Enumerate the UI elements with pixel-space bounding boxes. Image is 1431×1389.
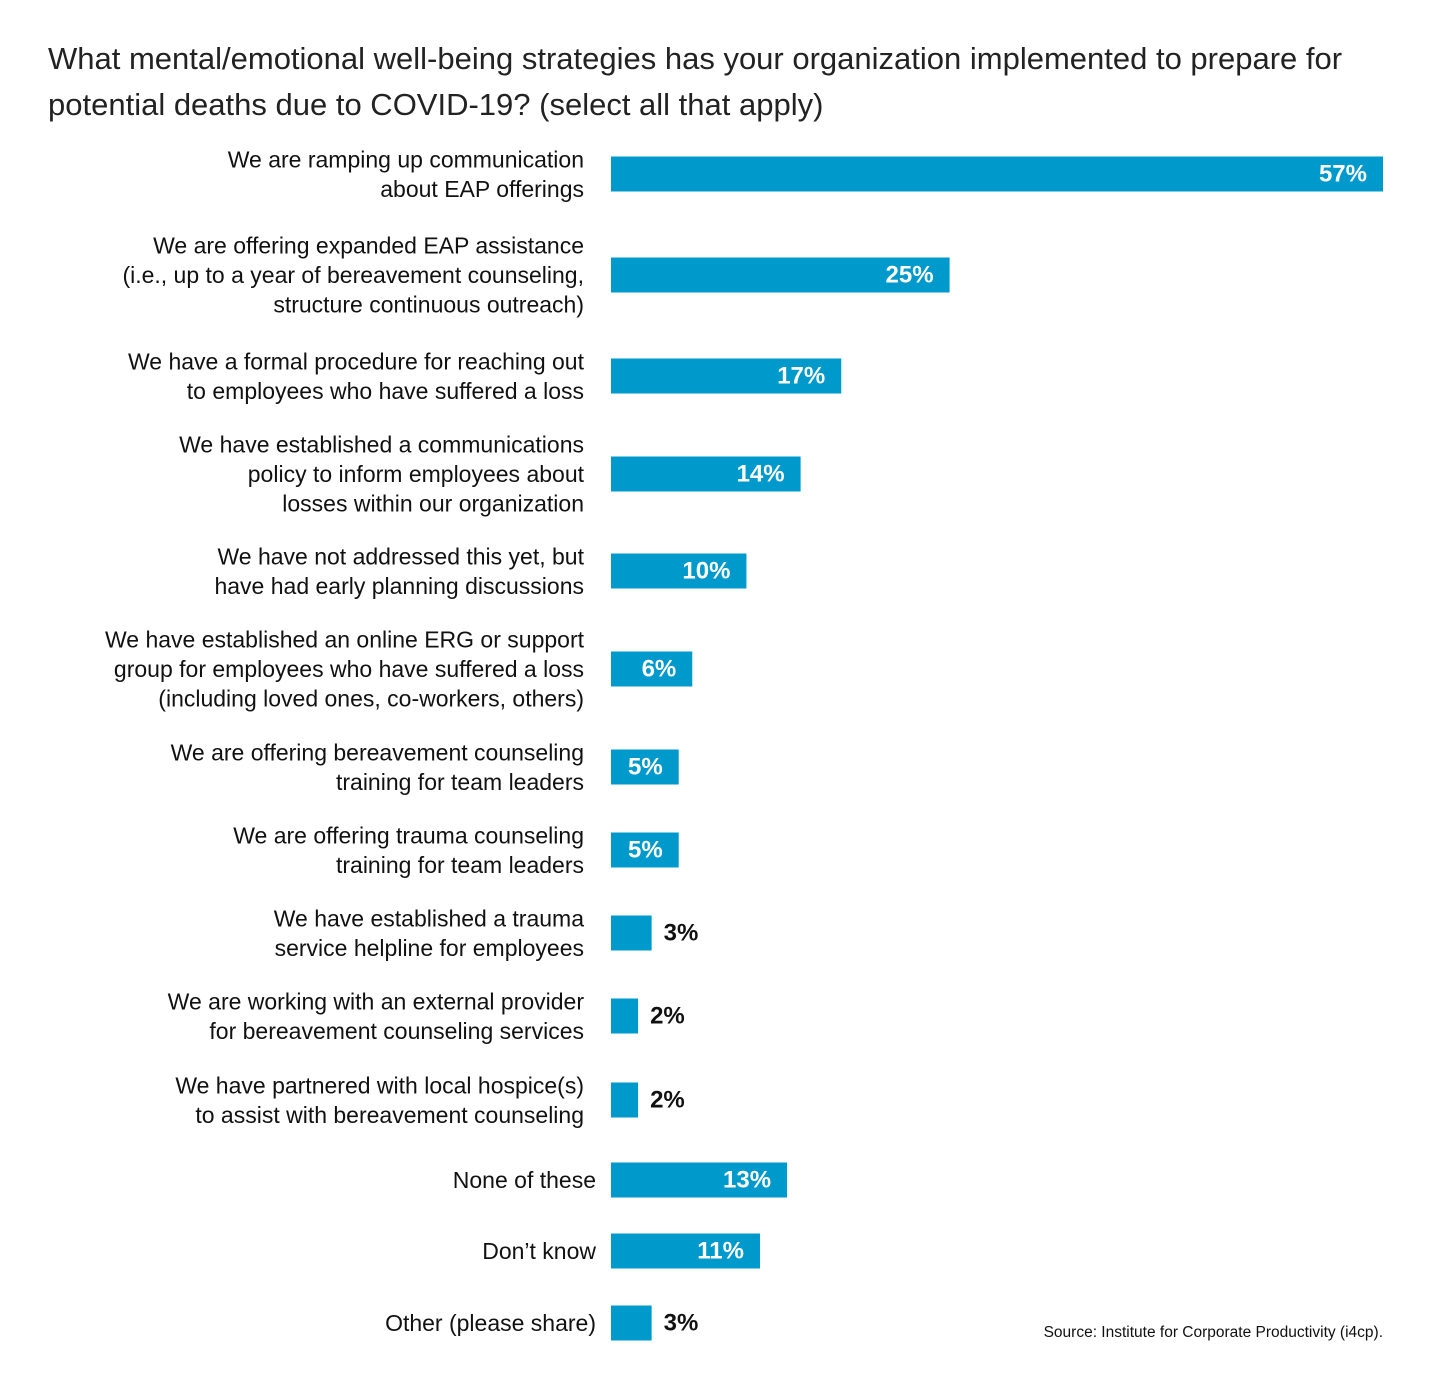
category-label-line: have had early planning discussions (214, 573, 584, 599)
value-label: 6% (642, 656, 677, 683)
category-label-line: training for team leaders (336, 852, 584, 878)
category-label-line: We have established a trauma (274, 905, 584, 931)
category-label: We have established a trauma service help… (274, 905, 584, 961)
category-label-line: Other (please share) (385, 1310, 596, 1336)
category-label-line: to assist with bereavement counseling (195, 1102, 584, 1128)
value-label: 3% (664, 920, 699, 947)
category-label-line: for bereavement counseling services (209, 1018, 584, 1044)
category-label-line: We have a formal procedure for reaching … (128, 348, 585, 374)
bar (611, 1162, 788, 1198)
category-label-line: We have partnered with local hospice(s) (175, 1072, 584, 1098)
bar (611, 915, 652, 951)
category-label-line: We are offering trauma counseling (233, 822, 584, 848)
source-note: Source: Institute for Corporate Producti… (1043, 1324, 1383, 1341)
category-label-line: We are ramping up communication (228, 146, 584, 172)
value-label: 5% (628, 837, 663, 864)
value-label: 10% (682, 558, 730, 585)
category-label-line: policy to inform employees about (248, 461, 585, 487)
bar (611, 1305, 652, 1341)
category-label: We are working with an external provider… (168, 988, 585, 1044)
bar (611, 998, 639, 1034)
value-label: 13% (723, 1167, 771, 1194)
category-label-line: We have established an online ERG or sup… (105, 627, 585, 653)
value-label: 25% (886, 262, 934, 289)
category-labels-group: We are ramping up communication about EAP… (105, 146, 596, 1336)
category-label-line: about EAP offerings (380, 176, 584, 202)
bar (611, 749, 679, 785)
category-label: We have established a communications poli… (179, 432, 584, 517)
value-label: 3% (664, 1310, 699, 1337)
bar (611, 832, 679, 868)
bar (611, 553, 747, 589)
category-label-line: (including loved ones, co-workers, other… (158, 686, 584, 712)
bars-group: 57% 25% 17% 14% 10% 6% 5% 5% 3% 2% 2% 13% 11% 3% (611, 156, 1383, 1341)
value-label: 2% (650, 1003, 685, 1030)
category-label: We are offering trauma counseling trainin… (233, 822, 584, 878)
category-label-line: Don’t know (482, 1238, 596, 1264)
category-label: We are ramping up communication about EAP… (228, 146, 584, 202)
category-label-line: We have not addressed this yet, but (217, 543, 584, 569)
category-label-line: structure continuous outreach) (273, 292, 584, 318)
bar (611, 156, 1383, 192)
category-label-line: (i.e., up to a year of bereavement couns… (122, 262, 584, 288)
value-label: 17% (777, 363, 825, 390)
category-label-line: service helpline for employees (275, 935, 584, 961)
bar (611, 358, 842, 394)
value-label: 57% (1319, 161, 1367, 188)
bar (611, 456, 801, 492)
category-label: We have a formal procedure for reaching … (128, 348, 585, 404)
value-label: 11% (697, 1238, 744, 1265)
category-label-line: losses within our organization (282, 491, 584, 517)
bar (611, 1082, 639, 1118)
category-label: Other (please share) (385, 1310, 596, 1336)
category-label-line: training for team leaders (336, 769, 584, 795)
category-label: None of these (453, 1167, 596, 1193)
bar (611, 1233, 760, 1269)
category-label-line: We are offering bereavement counseling (171, 739, 584, 765)
value-label: 5% (628, 754, 663, 781)
category-label-line: None of these (453, 1167, 596, 1193)
category-label-line: to employees who have suffered a loss (187, 378, 584, 404)
value-label: 2% (650, 1087, 685, 1114)
category-label-line: We have established a communications (179, 432, 584, 458)
category-label-line: We are offering expanded EAP assistance (153, 233, 584, 259)
category-label: We are offering expanded EAP assistance (… (122, 233, 584, 318)
category-label: We are offering bereavement counseling tr… (171, 739, 584, 795)
chart-title: What mental/emotional well-being strateg… (48, 41, 1343, 122)
category-label-line: group for employees who have suffered a … (114, 656, 584, 682)
category-label: We have partnered with local hospice(s) t… (175, 1072, 584, 1128)
category-label: Don’t know (482, 1238, 596, 1264)
bar (611, 651, 693, 687)
category-label: We have not addressed this yet, but have … (214, 543, 584, 599)
value-label: 14% (737, 461, 785, 488)
bar (611, 257, 950, 293)
category-label: We have established an online ERG or sup… (105, 627, 585, 712)
category-label-line: We are working with an external provider (168, 988, 585, 1014)
